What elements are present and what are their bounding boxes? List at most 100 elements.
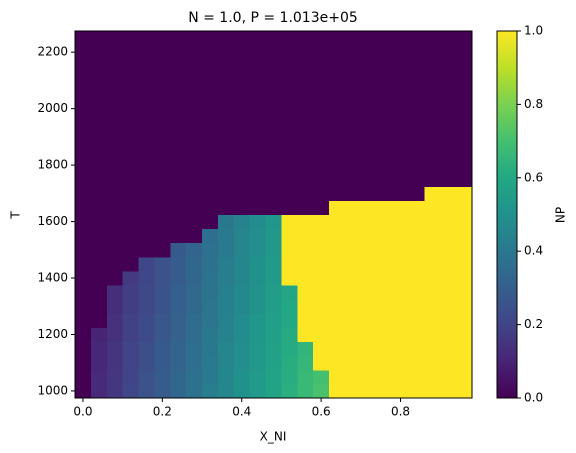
cell [424, 115, 441, 131]
cell [90, 158, 108, 173]
cell [202, 383, 219, 399]
cell [265, 31, 282, 46]
cell [106, 172, 124, 187]
cell [154, 228, 171, 244]
cell [440, 101, 457, 117]
cell [202, 115, 219, 131]
cell [170, 59, 187, 74]
cell [75, 31, 92, 46]
cell [186, 299, 203, 314]
cell [344, 327, 362, 343]
cell [122, 59, 140, 74]
cell [186, 101, 203, 117]
cell [360, 228, 378, 244]
cell [297, 101, 314, 117]
cell [233, 341, 251, 357]
cell [329, 256, 346, 272]
cell [408, 31, 425, 46]
cell [170, 158, 187, 173]
cell [154, 355, 171, 371]
cell [313, 270, 330, 286]
cell [217, 383, 235, 399]
cell [170, 242, 187, 258]
cell [392, 129, 409, 145]
cell [265, 369, 282, 385]
cell [329, 355, 346, 371]
cell [265, 59, 282, 74]
cell [297, 59, 314, 74]
cell [376, 31, 394, 46]
cell [170, 31, 187, 46]
cell [233, 101, 251, 117]
x-tick-label: 0.2 [153, 405, 172, 419]
cell [376, 313, 394, 328]
cell [202, 228, 219, 244]
cell [456, 115, 473, 131]
cell [233, 31, 251, 46]
cell [344, 186, 362, 201]
cell [297, 355, 314, 371]
cell [90, 200, 108, 215]
cell [313, 59, 330, 74]
cell [106, 101, 124, 117]
cell [106, 31, 124, 46]
cell [106, 327, 124, 343]
cell [424, 355, 441, 371]
cell [265, 129, 282, 145]
cell [138, 285, 155, 300]
cell [376, 383, 394, 399]
cell [122, 115, 140, 131]
cell [186, 256, 203, 272]
cell [297, 299, 314, 314]
cell [329, 73, 346, 88]
cell [233, 256, 251, 272]
cell [90, 256, 108, 272]
cell [424, 285, 441, 300]
cell [281, 299, 298, 314]
cell [408, 158, 425, 173]
cell [90, 383, 108, 399]
cell [376, 299, 394, 314]
cell [154, 341, 171, 357]
cell [424, 228, 441, 244]
cell [456, 285, 473, 300]
colorbar-tick-label: 1.0 [524, 24, 543, 38]
cell [154, 327, 171, 343]
cell [265, 45, 282, 60]
cell [249, 256, 267, 272]
cell [440, 341, 457, 357]
cell [408, 129, 425, 145]
cell [217, 228, 235, 244]
cell [408, 87, 425, 103]
cell [233, 270, 251, 286]
cell [344, 31, 362, 46]
cell [440, 31, 457, 46]
cell [329, 214, 346, 230]
cell [138, 200, 155, 215]
cell [138, 143, 155, 159]
cell [202, 270, 219, 286]
cell [138, 327, 155, 343]
cell [138, 129, 155, 145]
cell [138, 115, 155, 131]
cell [122, 214, 140, 230]
cell [424, 73, 441, 88]
cell [106, 143, 124, 159]
cell [170, 214, 187, 230]
cell [265, 143, 282, 159]
cell [122, 143, 140, 159]
cell [392, 341, 409, 357]
cell [376, 270, 394, 286]
cell [392, 270, 409, 286]
cell [360, 242, 378, 258]
cell [249, 200, 267, 215]
cell [122, 270, 140, 286]
cell [392, 256, 409, 272]
cell [424, 45, 441, 60]
cell [90, 327, 108, 343]
colorbar [496, 30, 518, 399]
cell [170, 143, 187, 159]
cell [186, 369, 203, 385]
cell [122, 45, 140, 60]
cell [233, 228, 251, 244]
